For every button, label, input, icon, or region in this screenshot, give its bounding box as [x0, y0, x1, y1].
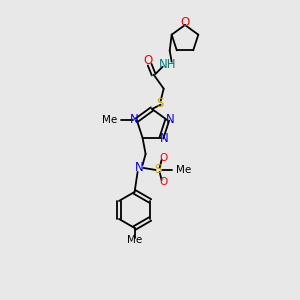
Text: O: O	[180, 16, 190, 29]
Text: Me: Me	[127, 235, 142, 245]
Text: N: N	[135, 161, 144, 174]
Text: S: S	[154, 164, 161, 176]
Text: S: S	[156, 97, 164, 110]
Text: N: N	[129, 112, 138, 126]
Text: N: N	[166, 112, 175, 126]
Text: Me: Me	[176, 165, 191, 175]
Text: O: O	[160, 153, 168, 163]
Text: O: O	[143, 54, 152, 67]
Text: Me: Me	[101, 115, 117, 125]
Text: NH: NH	[159, 58, 176, 71]
Text: N: N	[160, 132, 169, 146]
Text: O: O	[160, 177, 168, 187]
